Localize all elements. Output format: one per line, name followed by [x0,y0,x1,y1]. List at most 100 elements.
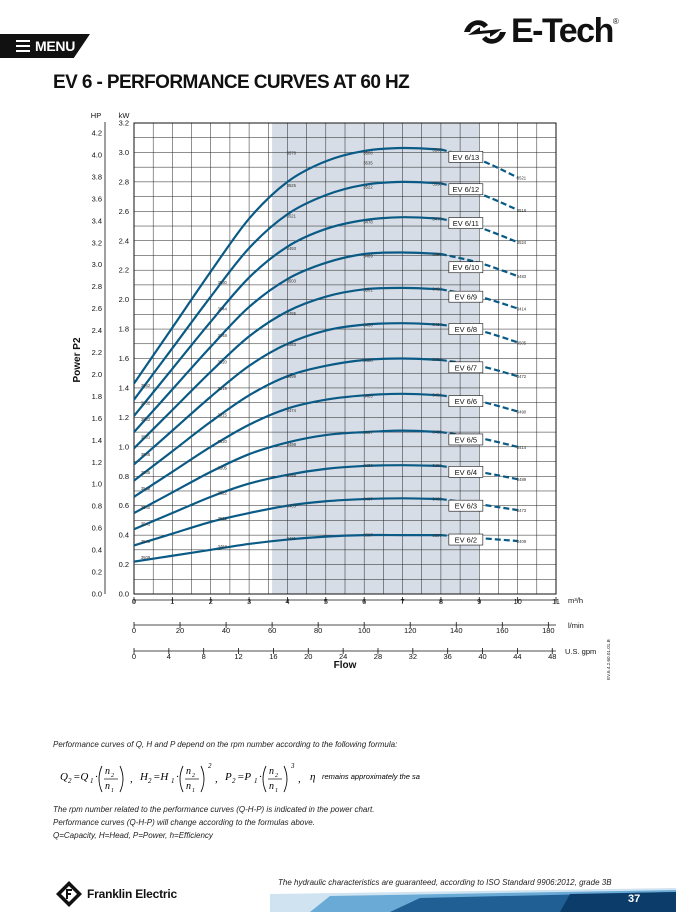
x-tick-label: 0 [132,652,136,661]
rpm-label: 3474 [287,408,297,413]
curve-tag-label: EV 6/12 [453,185,480,194]
y-tick-kw: 1.6 [119,354,129,363]
rpm-label: 3414 [517,306,527,311]
rpm-label: 3530 [218,280,228,285]
x-axis-label: Flow [334,660,357,671]
curve-line [133,533,441,563]
y-tick-kw: 2.0 [119,295,129,304]
curve-tag-label: EV 6/2 [455,536,478,545]
x-tick-label: 9 [477,597,481,606]
curve-tag-box [448,533,484,546]
x-tick-label: 20 [304,652,312,661]
curve-tag-label: EV 6/6 [455,397,478,406]
rpm-label: 3552 [141,401,151,406]
svg-text:,: , [130,773,133,785]
y-tick-kw: 2.2 [119,266,129,275]
x-tick-label: 5 [324,597,328,606]
rpm-label: 3540 [141,539,151,544]
x-tick-label: 7 [400,597,404,606]
svg-text:2: 2 [111,773,114,779]
rpm-label: 3455 [432,429,442,434]
side-code: EV.6.4.2.60.01.01.B [606,639,611,680]
eta-note: remains approximately the same. [322,772,420,781]
svg-text:·: · [259,771,262,783]
rpm-label: 3532 [141,417,151,422]
y-tick-hp: 2.0 [92,370,102,379]
y-tick-hp: 1.2 [92,458,102,467]
x-tick-label: 24 [339,652,347,661]
x-tick-label: 16 [269,652,277,661]
svg-text:n: n [269,781,274,792]
svg-text:n: n [105,766,110,777]
curve-line [133,216,441,417]
y-tick-kw: 0.4 [119,531,129,540]
svg-text:1: 1 [171,777,175,785]
x-tick-label: 20 [176,626,184,635]
rpm-label: 3578 [287,150,297,155]
page-title: EV 6 - PERFORMANCE CURVES AT 60 HZ [53,72,410,93]
rpm-label: 3460 [363,323,373,328]
menu-button[interactable]: MENU [0,34,90,58]
x-tick-label: 160 [496,626,509,635]
x-tick-label: 4 [285,597,289,606]
svg-text:2: 2 [208,762,212,770]
curve-tag-label: EV 6/4 [455,468,478,477]
x-tick-label: 48 [548,652,556,661]
curve-tag-label: EV 6/3 [455,502,478,511]
franklin-electric-logo: Franklin Electric [55,880,177,908]
footer-band [270,888,676,912]
curve-tag-label: EV 6/13 [453,153,480,162]
svg-text:2: 2 [148,777,152,785]
svg-text:2: 2 [68,777,72,785]
rpm-label: 3475 [432,217,442,222]
x-tick-label: 6 [362,597,366,606]
rpm-label: 3480 [363,358,373,363]
page-number: 37 [628,893,641,905]
rpm-label: 3397 [432,533,442,538]
rpm-label: 3485 [287,311,297,316]
rpm-label: 3409 [517,539,527,544]
x-tick-label: 120 [404,626,417,635]
rpm-label: 3488 [287,473,297,478]
y-tick-kw: 0.2 [119,560,129,569]
curve-tag-box [448,217,484,229]
rpm-label: 3535 [141,470,151,475]
franklin-electric-name: Franklin Electric [87,887,177,901]
x-tick-label: 10 [513,597,521,606]
y-tick-kw: 3.0 [119,148,129,157]
svg-text:·: · [176,771,179,783]
x-tick-label: 2 [209,597,213,606]
curve-tag-label: EV 6/7 [455,363,478,372]
brand-registered: ® [612,17,619,26]
svg-text:2: 2 [275,773,278,779]
y-tick-kw: 0.8 [119,472,129,481]
rpm-label: 3524 [517,240,527,245]
curve-tag-box [448,323,484,335]
rpm-label: 3483 [517,274,527,279]
curve-tag-label: EV 6/8 [455,325,478,334]
svg-text:3: 3 [290,762,295,770]
rpm-label: 3535 [363,161,373,166]
x-tick-label: 140 [450,626,463,635]
x-tick-label: 0 [132,597,136,606]
rpm-label: 3521 [218,516,228,521]
rpm-label: 3434 [363,463,373,468]
x-unit-label: m³/h [568,596,583,605]
rpm-label: 3515 [218,412,228,417]
side-code-text: EV.6.4.2.60.01.01.B [606,639,611,680]
svg-text:=H: =H [153,771,169,783]
rpm-label: 3472 [517,374,527,379]
rpm-label: 3541 [141,521,151,526]
curve-line [133,180,441,401]
x-unit-label: U.S. gpm [565,647,596,656]
rpm-label: 3490 [517,409,527,414]
curve-tag-label: EV 6/10 [453,263,480,272]
y-tick-kw: 2.6 [119,207,129,216]
rpm-label: 3551 [141,435,151,440]
x-tick-label: 0 [132,626,136,635]
rpm-label: 3467 [363,496,373,501]
svg-text:n: n [105,781,110,792]
curve-tag-box [448,151,484,163]
y-tick-hp: 0.0 [92,590,102,599]
